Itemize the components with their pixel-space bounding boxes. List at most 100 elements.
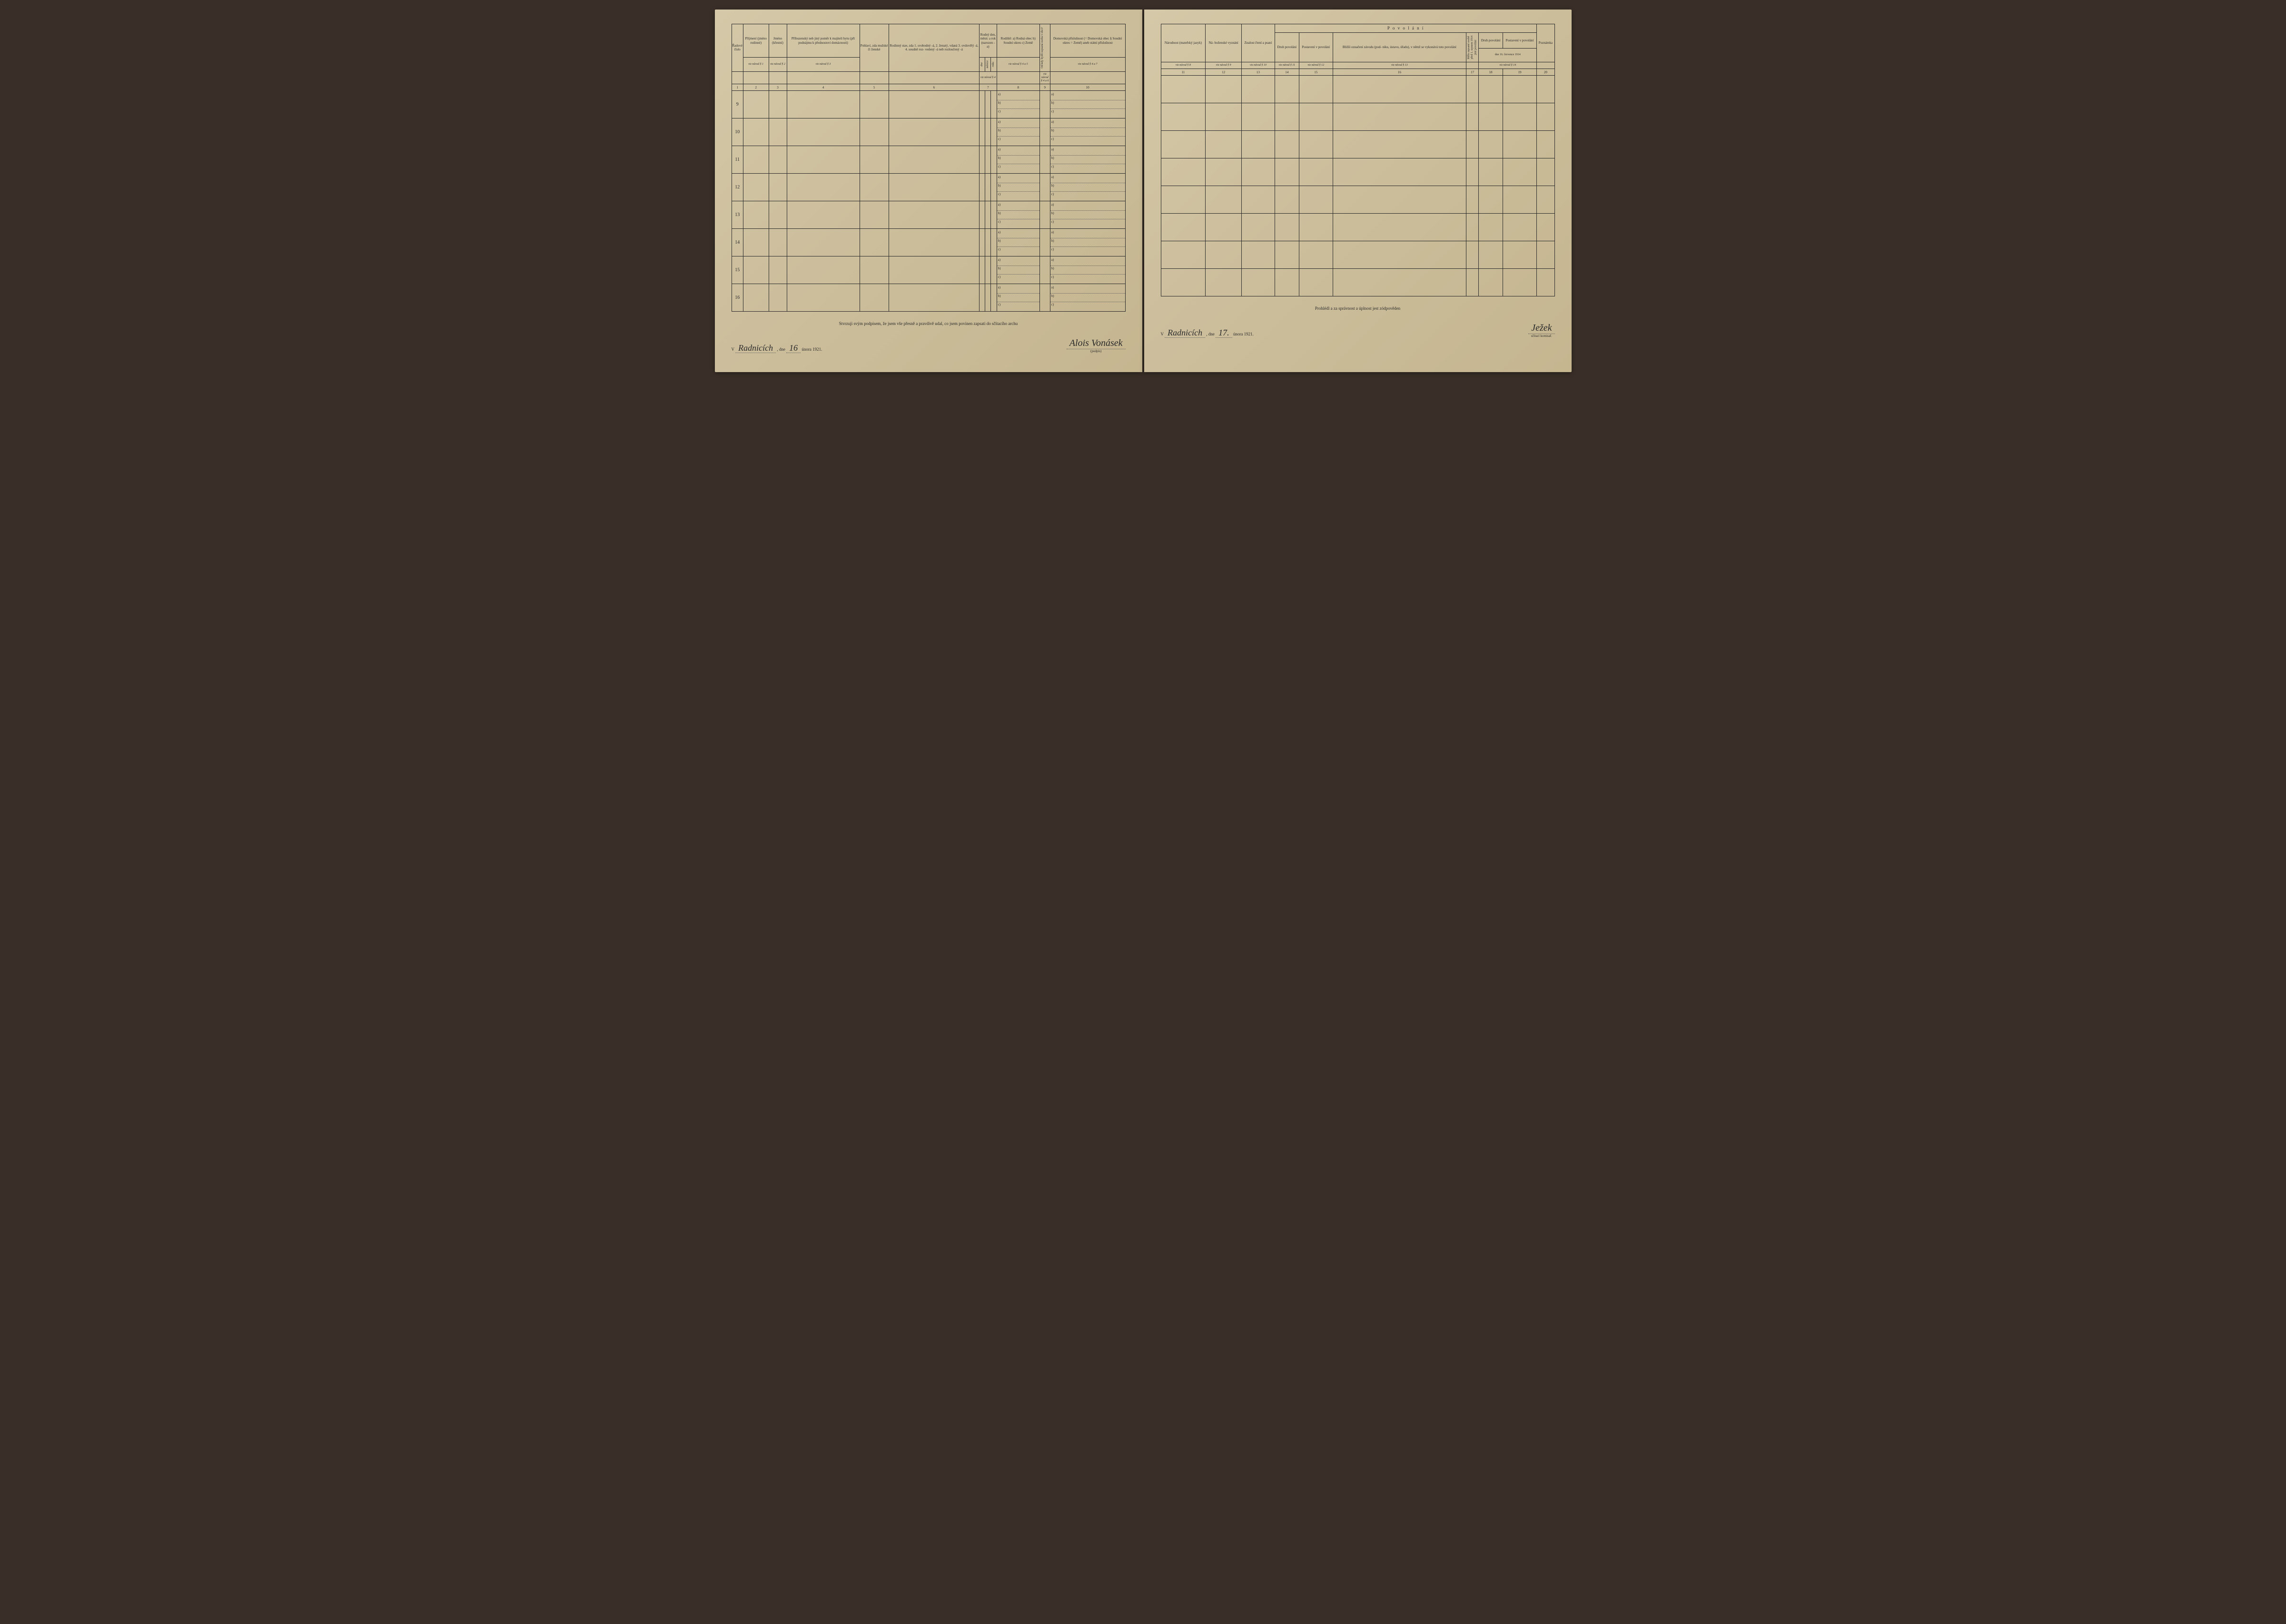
hdr-1914: dne 16. července 1914 — [1479, 48, 1537, 62]
empty-cell — [1333, 158, 1466, 186]
empty-cell — [787, 229, 860, 256]
table-row: 15a)b)c)a)b)c) — [732, 256, 1125, 284]
empty-cell — [1039, 146, 1050, 174]
empty-cell — [889, 256, 979, 284]
day-handwritten: 16 — [786, 343, 801, 353]
num-14: 14 — [1275, 69, 1299, 76]
hdr-col14: Druh povolání — [1275, 33, 1299, 62]
empty-cell — [743, 118, 769, 146]
birthplace-cell: a)b)c) — [997, 229, 1039, 256]
residence-cell: a)b)c) — [1050, 91, 1125, 118]
empty-cell — [1479, 269, 1503, 296]
num-6: 6 — [889, 84, 979, 91]
residence-cell: a)b)c) — [1050, 174, 1125, 201]
hdr-7b: měsíce — [985, 58, 991, 71]
empty-cell — [769, 174, 787, 201]
place-date-right: V Radnicích , dne 17. února 1921. — [1161, 328, 1254, 338]
empty-cell — [1275, 214, 1299, 241]
empty-cell — [769, 229, 787, 256]
table-row: 16a)b)c)a)b)c) — [732, 284, 1125, 312]
empty-cell — [1299, 76, 1333, 103]
row-number: 12 — [732, 174, 743, 201]
empty-cell — [860, 256, 889, 284]
empty-cell — [769, 201, 787, 229]
empty-cell — [1241, 186, 1275, 214]
hdr-col3: Jméno (křestní) — [769, 24, 787, 58]
document-spread: Řadové číslo Příjmení (jméno rodinné) Jm… — [715, 10, 1572, 372]
empty-cell — [1039, 174, 1050, 201]
empty-cell — [743, 229, 769, 256]
empty-cell — [1206, 269, 1241, 296]
empty-cell — [1299, 186, 1333, 214]
signature: Alois Vonásek — [1067, 338, 1126, 349]
empty-cell — [1537, 103, 1554, 131]
hdr-col6: Rodinný stav, zda 1. svobodný -á, 2. žen… — [889, 24, 979, 72]
empty-cell — [1206, 131, 1241, 158]
empty-cell — [980, 118, 985, 146]
num-19: 19 — [1503, 69, 1536, 76]
empty-cell — [1299, 241, 1333, 269]
empty-cell — [769, 118, 787, 146]
table-row: 12a)b)c)a)b)c) — [732, 174, 1125, 201]
hdr-col17: Mělo zapsané osoběpřed 1. srpnem 1914jin… — [1466, 33, 1479, 62]
empty-cell — [980, 146, 985, 174]
empty-cell — [985, 201, 991, 229]
left-footer: Stvrzuji svým podpisem, že jsem vše přes… — [732, 321, 1126, 353]
empty-cell — [1161, 158, 1206, 186]
empty-cell — [1275, 241, 1299, 269]
ref-13: viz návod § 10 — [1241, 62, 1275, 69]
empty-cell — [1333, 269, 1466, 296]
empty-cell — [743, 174, 769, 201]
empty-cell — [1537, 186, 1554, 214]
empty-cell — [860, 146, 889, 174]
empty-cell — [1537, 76, 1554, 103]
residence-cell: a)b)c) — [1050, 256, 1125, 284]
empty-cell — [1206, 158, 1241, 186]
hdr-col18: Druh povolání — [1479, 33, 1503, 49]
empty-cell — [1275, 76, 1299, 103]
empty-cell — [1503, 241, 1536, 269]
empty-cell — [1241, 76, 1275, 103]
empty-cell — [1206, 186, 1241, 214]
empty-cell — [991, 118, 997, 146]
empty-cell — [1161, 186, 1206, 214]
empty-cell — [1161, 131, 1206, 158]
hdr-7a: dne — [980, 58, 985, 71]
ref-7: viz návod § 4 — [980, 71, 997, 84]
ref-18: viz návod § 14 — [1479, 62, 1537, 69]
empty-cell — [787, 174, 860, 201]
empty-cell — [769, 284, 787, 312]
empty-cell — [1299, 214, 1333, 241]
empty-cell — [1241, 158, 1275, 186]
empty-cell — [1275, 103, 1299, 131]
empty-cell — [860, 91, 889, 118]
empty-cell — [769, 91, 787, 118]
birthplace-cell: a)b)c) — [997, 91, 1039, 118]
ref-9: viz návod § 4 a 6 — [1039, 71, 1050, 84]
empty-cell — [1537, 158, 1554, 186]
num-1: 1 — [732, 84, 743, 91]
empty-cell — [1479, 131, 1503, 158]
empty-cell — [1503, 131, 1536, 158]
ref-12: viz návod § 9 — [1206, 62, 1241, 69]
table-row — [1161, 103, 1554, 131]
empty-cell — [1479, 103, 1503, 131]
empty-cell — [1503, 103, 1536, 131]
empty-cell — [985, 229, 991, 256]
row-number: 10 — [732, 118, 743, 146]
place-handwritten-right: Radnicích — [1165, 328, 1205, 338]
empty-cell — [1039, 91, 1050, 118]
empty-cell — [1479, 186, 1503, 214]
empty-cell — [991, 256, 997, 284]
empty-cell — [1333, 103, 1466, 131]
right-table: Národnost (mateřský jazyk) Ná- boženské … — [1161, 24, 1555, 296]
empty-cell — [1206, 76, 1241, 103]
empty-cell — [743, 91, 769, 118]
empty-cell — [1039, 229, 1050, 256]
row-number: 9 — [732, 91, 743, 118]
empty-cell — [769, 256, 787, 284]
table-row — [1161, 214, 1554, 241]
empty-cell — [1466, 214, 1479, 241]
affirm-text: Stvrzuji svým podpisem, že jsem vše přes… — [732, 321, 1126, 326]
empty-cell — [1503, 269, 1536, 296]
